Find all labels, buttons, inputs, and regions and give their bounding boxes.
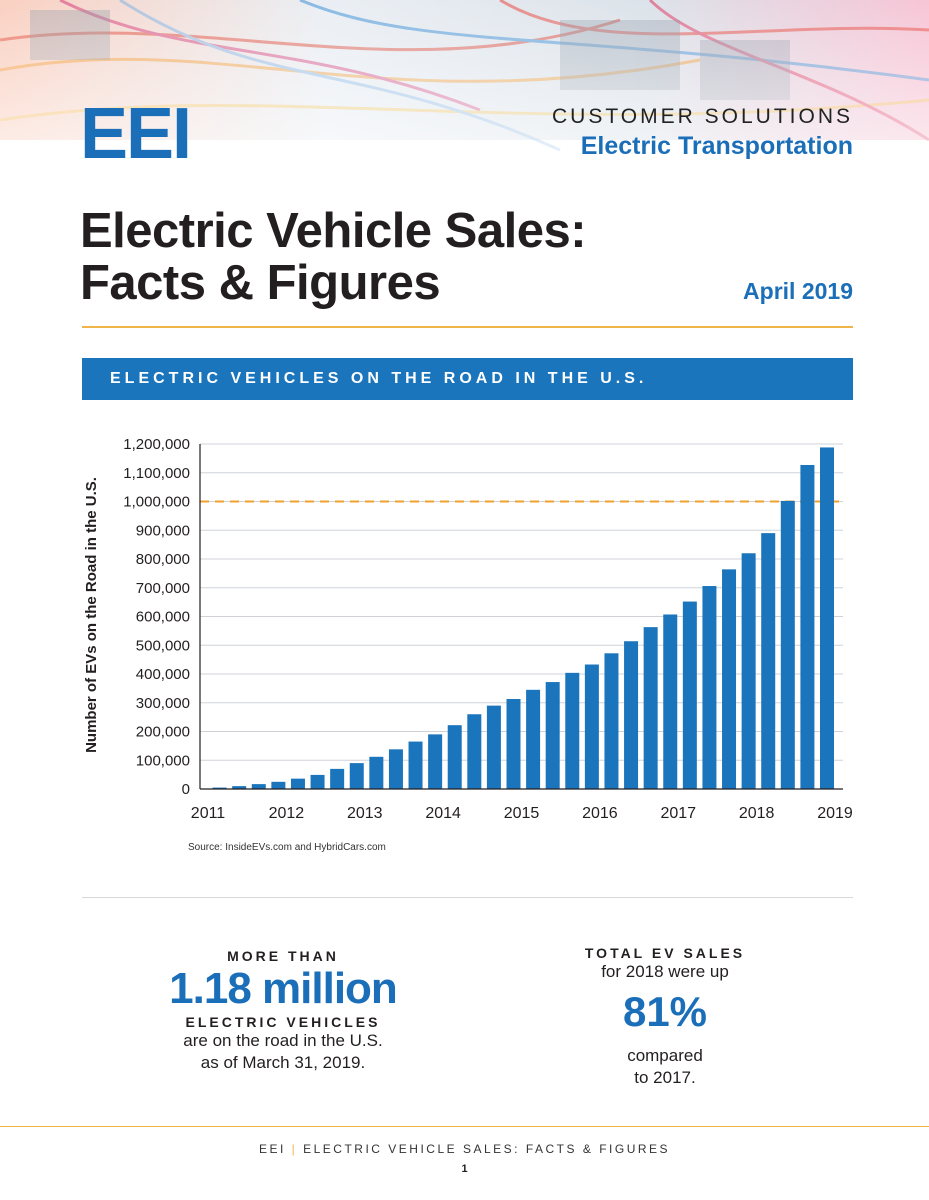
bar xyxy=(428,734,443,789)
y-tick-label: 300,000 xyxy=(136,695,190,712)
bar xyxy=(349,763,364,789)
y-tick-label: 1,200,000 xyxy=(123,436,190,453)
title-divider xyxy=(82,326,853,328)
x-tick-label: 2012 xyxy=(269,805,305,822)
y-tick-label: 500,000 xyxy=(136,637,190,654)
title-line-2: Facts & Figures xyxy=(80,256,441,310)
y-tick-label: 600,000 xyxy=(136,609,190,626)
stat-ev-count-unit: ELECTRIC VEHICLES xyxy=(185,1014,381,1030)
bar xyxy=(565,672,580,789)
bar xyxy=(271,781,286,789)
bar xyxy=(604,653,619,789)
bar xyxy=(800,464,815,789)
header-background xyxy=(0,0,929,330)
bar xyxy=(506,699,521,789)
bar xyxy=(663,614,678,789)
bar xyxy=(388,749,403,789)
page-number: 1 xyxy=(461,1163,468,1175)
bar xyxy=(741,553,756,789)
title-line-1: Electric Vehicle Sales: xyxy=(80,204,587,258)
y-tick-label: 1,100,000 xyxy=(123,465,190,482)
bar xyxy=(369,756,384,789)
x-tick-label: 2018 xyxy=(739,805,775,822)
bar xyxy=(643,627,658,789)
footer-brand: EEI xyxy=(258,1142,286,1156)
stat-sales-growth-line2: compared xyxy=(627,1046,703,1065)
bar xyxy=(290,778,305,789)
stat-ev-count: MORE THAN 1.18 million ELECTRIC VEHICLES… xyxy=(148,948,418,1074)
chart-axes xyxy=(199,444,843,790)
bar xyxy=(624,641,639,789)
stat-sales-growth-intro: TOTAL EV SALES xyxy=(584,945,746,961)
stat-sales-growth: TOTAL EV SALES for 2018 were up 81% comp… xyxy=(560,945,770,1089)
bar xyxy=(682,601,697,789)
x-tick-label: 2019 xyxy=(817,805,853,822)
stat-sales-growth-line3: to 2017. xyxy=(634,1068,696,1087)
bar xyxy=(526,689,541,789)
footer-separator: | xyxy=(291,1142,298,1156)
x-tick-label: 2016 xyxy=(582,805,618,822)
footer-divider xyxy=(0,1126,929,1127)
bar xyxy=(330,768,345,789)
x-tick-label: 2017 xyxy=(660,805,696,822)
bar xyxy=(702,586,717,789)
page-footer: EEI | ELECTRIC VEHICLE SALES: FACTS & FI… xyxy=(0,1142,929,1156)
section-divider xyxy=(82,897,853,898)
y-tick-label: 400,000 xyxy=(136,666,190,683)
bar xyxy=(722,569,737,789)
bar xyxy=(408,741,423,789)
x-tick-label: 2013 xyxy=(347,805,383,822)
y-tick-label: 200,000 xyxy=(136,724,190,741)
stat-ev-count-intro: MORE THAN xyxy=(227,948,339,964)
y-tick-label: 700,000 xyxy=(136,580,190,597)
eei-logo: EEI xyxy=(80,94,192,174)
footer-title: ELECTRIC VEHICLE SALES: FACTS & FIGURES xyxy=(303,1142,671,1156)
bar xyxy=(486,705,501,789)
y-tick-label: 800,000 xyxy=(136,551,190,568)
y-tick-label: 900,000 xyxy=(136,522,190,539)
stat-sales-growth-value: 81% xyxy=(622,988,708,1035)
ev-bar-chart: 0 100,000 200,000 300,000 400,000 500,000 600,… xyxy=(83,436,853,822)
customer-solutions-label: CUSTOMER SOLUTIONS xyxy=(552,105,853,128)
chart-source: Source: InsideEVs.com and HybridCars.com xyxy=(188,842,386,853)
y-axis-label: Number of EVs on the Road in the U.S. xyxy=(83,477,100,753)
bar xyxy=(761,533,776,789)
bar xyxy=(820,447,834,789)
x-tick-label: 2014 xyxy=(425,805,461,822)
bar xyxy=(212,787,227,789)
bar xyxy=(780,500,795,789)
bar xyxy=(232,786,247,789)
bar xyxy=(447,725,462,789)
stat-ev-count-line2: as of March 31, 2019. xyxy=(200,1053,366,1072)
y-tick-label: 100,000 xyxy=(136,752,190,769)
chart-banner: ELECTRIC VEHICLES ON THE ROAD IN THE U.S… xyxy=(82,358,853,400)
bar xyxy=(584,664,599,789)
electric-transportation-label: Electric Transportation xyxy=(580,132,853,160)
bar xyxy=(545,682,560,789)
y-tick-labels: 0 100,000 200,000 300,000 400,000 500,000 600,… xyxy=(123,436,190,798)
stat-ev-count-value: 1.18 million xyxy=(169,964,398,1013)
stat-sales-growth-line1: for 2018 were up xyxy=(601,962,729,981)
bar xyxy=(310,774,325,789)
stat-ev-count-line1: are on the road in the U.S. xyxy=(183,1031,383,1050)
y-tick-label: 0 xyxy=(182,781,190,798)
chart-bars xyxy=(212,447,834,789)
x-tick-label: 2011 xyxy=(191,805,226,822)
page-title: Electric Vehicle Sales: Facts & Figures xyxy=(80,204,587,310)
header-background-art xyxy=(0,0,929,330)
section-kicker: CUSTOMER SOLUTIONS Electric Transportati… xyxy=(552,105,853,161)
bar xyxy=(251,784,266,789)
y-tick-label: 1,000,000 xyxy=(123,494,190,511)
publication-date: April 2019 xyxy=(743,278,853,304)
x-tick-label: 2015 xyxy=(504,805,540,822)
x-tick-labels: 2011 2012 2013 2014 2015 2016 2017 2018 2019 xyxy=(191,805,853,822)
bar xyxy=(467,714,482,789)
